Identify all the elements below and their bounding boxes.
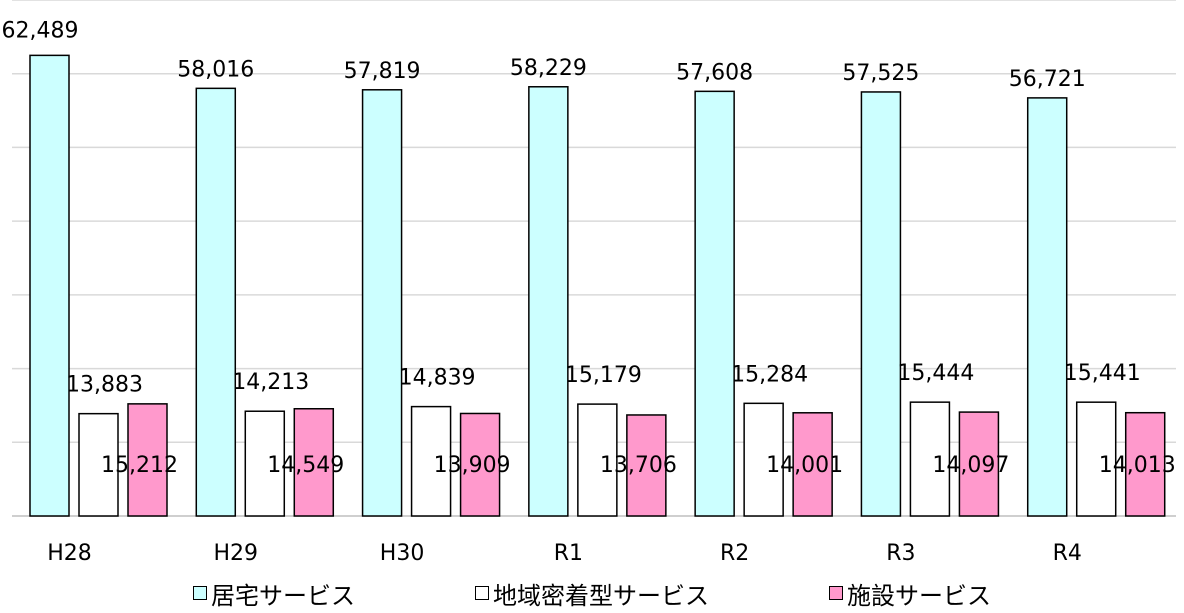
legend-label-shisetsu: 施設サービス bbox=[847, 581, 991, 610]
data-label-chiiki-R4: 15,441 bbox=[1064, 361, 1141, 386]
x-tick-R1: R1 bbox=[554, 541, 583, 566]
legend-label-chiiki: 地域密着型サービス bbox=[493, 581, 709, 610]
data-label-shisetsu-H29: 14,549 bbox=[267, 453, 344, 478]
legend: 居宅サービス 地域密着型サービス 施設サービス bbox=[0, 576, 1184, 610]
bar-chiiki-H28 bbox=[78, 412, 119, 517]
bar-shisetsu-R1 bbox=[626, 414, 667, 517]
bar-chiiki-R4 bbox=[1075, 401, 1117, 517]
data-label-chiiki-H29: 14,213 bbox=[232, 370, 309, 395]
data-label-chiiki-R3: 15,444 bbox=[897, 361, 974, 386]
data-label-kyotaku-R1: 58,229 bbox=[510, 56, 587, 81]
data-label-kyotaku-H29: 58,016 bbox=[177, 57, 254, 82]
data-label-shisetsu-R1: 13,706 bbox=[600, 453, 677, 478]
legend-item-shisetsu: 施設サービス bbox=[829, 576, 991, 611]
data-label-shisetsu-R2: 14,001 bbox=[766, 453, 843, 478]
x-tick-H30: H30 bbox=[380, 541, 425, 566]
data-label-chiiki-R1: 15,179 bbox=[565, 363, 642, 388]
bar-shisetsu-R4 bbox=[1124, 411, 1166, 517]
legend-item-kyotaku: 居宅サービス bbox=[193, 576, 355, 611]
data-label-shisetsu-H30: 13,909 bbox=[434, 453, 511, 478]
x-tick-H29: H29 bbox=[214, 541, 259, 566]
bar-shisetsu-R3 bbox=[958, 411, 1000, 517]
x-tick-R4: R4 bbox=[1053, 541, 1082, 566]
bar-shisetsu-H30 bbox=[459, 412, 501, 517]
bar-chiiki-H29 bbox=[244, 410, 286, 517]
data-label-chiiki-H30: 14,839 bbox=[399, 366, 476, 391]
bar-chiiki-H30 bbox=[410, 405, 452, 517]
bar-kyotaku-R4 bbox=[1026, 97, 1068, 517]
data-label-chiiki-H28: 13,883 bbox=[66, 373, 143, 398]
x-tick-labels: H28 H29 H30 R1 R2 R3 R4 bbox=[47, 541, 1082, 566]
data-label-shisetsu-R3: 14,097 bbox=[932, 453, 1009, 478]
data-label-shisetsu-H28: 15,212 bbox=[101, 453, 178, 478]
x-tick-H28: H28 bbox=[47, 541, 92, 566]
bar-chiiki-R1 bbox=[577, 403, 618, 517]
bar-chart: 62,489 13,883 15,212 58,016 14,213 14,549 57,8… bbox=[2, 0, 1176, 566]
data-label-kyotaku-H28: 62,489 bbox=[2, 18, 79, 43]
x-tick-R2: R2 bbox=[720, 541, 749, 566]
bar-shisetsu-H28 bbox=[127, 403, 168, 517]
bar-kyotaku-R2 bbox=[694, 90, 735, 517]
bar-chiiki-R2 bbox=[743, 402, 784, 517]
bar-shisetsu-R2 bbox=[792, 412, 833, 517]
bar-kyotaku-H29 bbox=[195, 87, 237, 517]
bar-kyotaku-R3 bbox=[860, 91, 902, 517]
data-label-chiiki-R2: 15,284 bbox=[731, 362, 808, 387]
data-label-kyotaku-H30: 57,819 bbox=[344, 59, 421, 84]
bar-chiiki-R3 bbox=[909, 401, 951, 517]
data-label-kyotaku-R2: 57,608 bbox=[676, 60, 753, 85]
data-label-kyotaku-R3: 57,525 bbox=[842, 61, 919, 86]
legend-swatch-shisetsu bbox=[829, 586, 843, 600]
bar-shisetsu-H29 bbox=[293, 408, 335, 517]
legend-swatch-kyotaku bbox=[193, 586, 207, 600]
data-label-shisetsu-R4: 14,013 bbox=[1099, 453, 1176, 478]
legend-label-kyotaku: 居宅サービス bbox=[211, 581, 355, 610]
bar-kyotaku-H28 bbox=[29, 54, 70, 517]
bar-kyotaku-H30 bbox=[361, 89, 403, 517]
bars bbox=[29, 54, 1166, 517]
data-labels: 62,489 13,883 15,212 58,016 14,213 14,549 57,8… bbox=[2, 18, 1176, 478]
data-label-kyotaku-R4: 56,721 bbox=[1009, 67, 1086, 92]
legend-swatch-chiiki bbox=[475, 586, 489, 600]
legend-item-chiiki: 地域密着型サービス bbox=[475, 576, 709, 611]
bar-kyotaku-R1 bbox=[528, 86, 569, 517]
x-tick-R3: R3 bbox=[886, 541, 915, 566]
